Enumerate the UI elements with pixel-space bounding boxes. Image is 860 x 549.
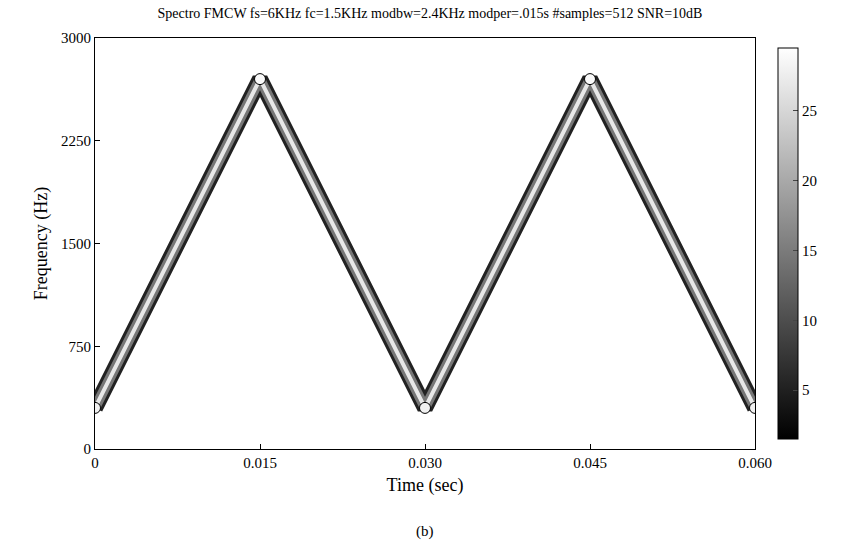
svg-text:10: 10 — [802, 313, 817, 329]
svg-text:0.030: 0.030 — [408, 455, 442, 471]
svg-text:2250: 2250 — [61, 133, 91, 149]
svg-text:5: 5 — [802, 382, 810, 398]
svg-text:(b): (b) — [416, 523, 434, 540]
svg-text:Spectro FMCW fs=6KHz fc=1.5KHz: Spectro FMCW fs=6KHz fc=1.5KHz modbw=2.4… — [158, 6, 703, 21]
svg-text:20: 20 — [802, 173, 817, 189]
svg-text:0.060: 0.060 — [738, 455, 772, 471]
svg-text:Time (sec): Time (sec) — [387, 475, 464, 496]
svg-text:0.015: 0.015 — [243, 455, 277, 471]
svg-text:25: 25 — [802, 103, 817, 119]
svg-text:Frequency (Hz): Frequency (Hz) — [31, 187, 52, 300]
svg-text:15: 15 — [802, 243, 817, 259]
svg-text:0: 0 — [91, 455, 99, 471]
svg-text:0.045: 0.045 — [573, 455, 607, 471]
svg-text:0: 0 — [84, 441, 92, 457]
svg-text:750: 750 — [69, 339, 92, 355]
svg-text:3000: 3000 — [61, 30, 91, 46]
svg-text:1500: 1500 — [61, 236, 91, 252]
